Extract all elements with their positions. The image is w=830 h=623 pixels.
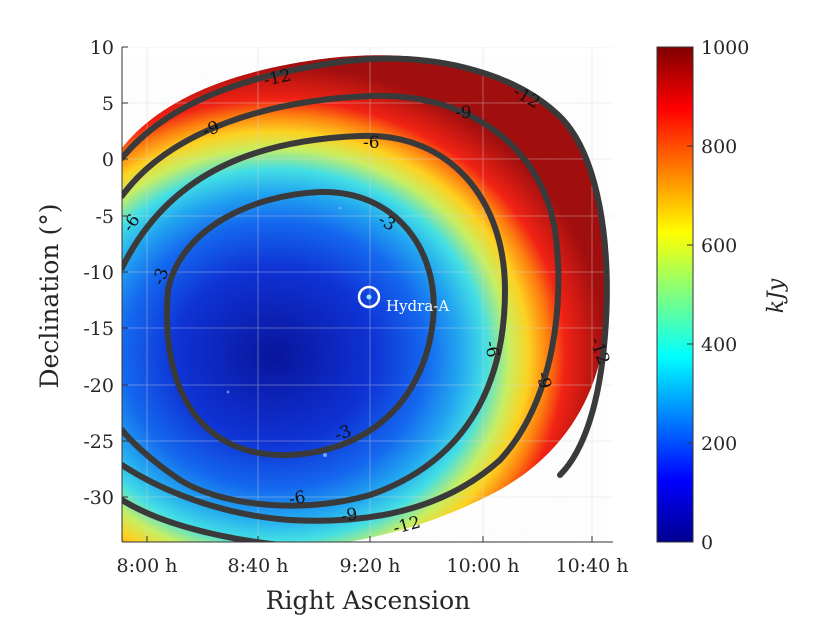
faint-source bbox=[226, 390, 230, 394]
contour-label: -9 bbox=[532, 370, 555, 390]
contour-9 bbox=[122, 92, 562, 524]
x-tick-labels: 8:00 h 8:40 h 9:20 h 10:00 h 10:40 h bbox=[117, 555, 629, 577]
faint-source bbox=[338, 206, 342, 210]
contour-3 bbox=[164, 188, 437, 459]
x-tick-label: 10:40 h bbox=[555, 555, 628, 577]
contour-label: -6 bbox=[363, 133, 380, 153]
y-tick-label: -10 bbox=[83, 262, 114, 284]
colorbar-tick-label: 600 bbox=[701, 235, 737, 257]
contour-label: -9 bbox=[339, 504, 359, 527]
x-tick-label: 9:20 h bbox=[340, 555, 401, 577]
colorbar-tick-label: 1000 bbox=[701, 37, 749, 59]
y-tick-label: 0 bbox=[102, 149, 114, 171]
colorbar-tick-labels: 0 200 400 600 800 1000 bbox=[701, 37, 749, 554]
grid-lines bbox=[122, 47, 613, 542]
axis-ticks bbox=[122, 46, 593, 542]
hydra-a-circle bbox=[357, 285, 381, 309]
x-axis-label: Right Ascension bbox=[266, 586, 471, 615]
contour-label: -3 bbox=[149, 265, 173, 287]
contour-lines bbox=[122, 55, 610, 542]
y-tick-labels: 10 5 0 -5 -10 -15 -20 -25 -30 bbox=[83, 37, 114, 509]
colorbar-label: kJy bbox=[764, 278, 789, 313]
coverage-speckle bbox=[122, 55, 608, 542]
hydra-a-marker: Hydra-A bbox=[357, 285, 449, 315]
contour-label: -6 bbox=[480, 339, 503, 359]
contour-6 bbox=[122, 132, 509, 509]
y-tick-label: -15 bbox=[83, 318, 114, 340]
colorbar: 0 200 400 600 800 1000 kJy bbox=[656, 37, 789, 554]
faint-source bbox=[323, 453, 327, 457]
contour-label: -6 bbox=[287, 487, 307, 510]
contour-12-bottom bbox=[122, 497, 283, 542]
y-tick-label: 5 bbox=[102, 93, 114, 115]
contour-label: -9 bbox=[200, 117, 222, 141]
colorbar-tick-label: 0 bbox=[701, 532, 713, 554]
hydra-a-source bbox=[366, 294, 372, 300]
contour-12 bbox=[122, 55, 610, 478]
y-tick-label: -25 bbox=[83, 431, 114, 453]
x-tick-label: 8:40 h bbox=[228, 555, 289, 577]
contour-label: -9 bbox=[455, 103, 472, 123]
plot-frame bbox=[121, 47, 613, 543]
colorbar-ticks bbox=[687, 46, 693, 543]
colorbar-tick-label: 400 bbox=[701, 334, 737, 356]
y-tick-label: -5 bbox=[95, 206, 114, 228]
colorbar-tick-label: 800 bbox=[701, 136, 737, 158]
contour-label: -3 bbox=[332, 421, 354, 445]
y-axis-label: Declination (°) bbox=[35, 204, 64, 389]
y-tick-label: 10 bbox=[90, 37, 114, 59]
x-tick-label: 8:00 h bbox=[117, 555, 178, 577]
y-tick-label: -30 bbox=[83, 487, 114, 509]
hydra-a-label: Hydra-A bbox=[386, 297, 449, 315]
x-tick-label: 10:00 h bbox=[446, 555, 519, 577]
colorbar-gradient bbox=[656, 46, 694, 543]
colorbar-tick-label: 200 bbox=[701, 433, 737, 455]
y-tick-label: -20 bbox=[83, 375, 114, 397]
